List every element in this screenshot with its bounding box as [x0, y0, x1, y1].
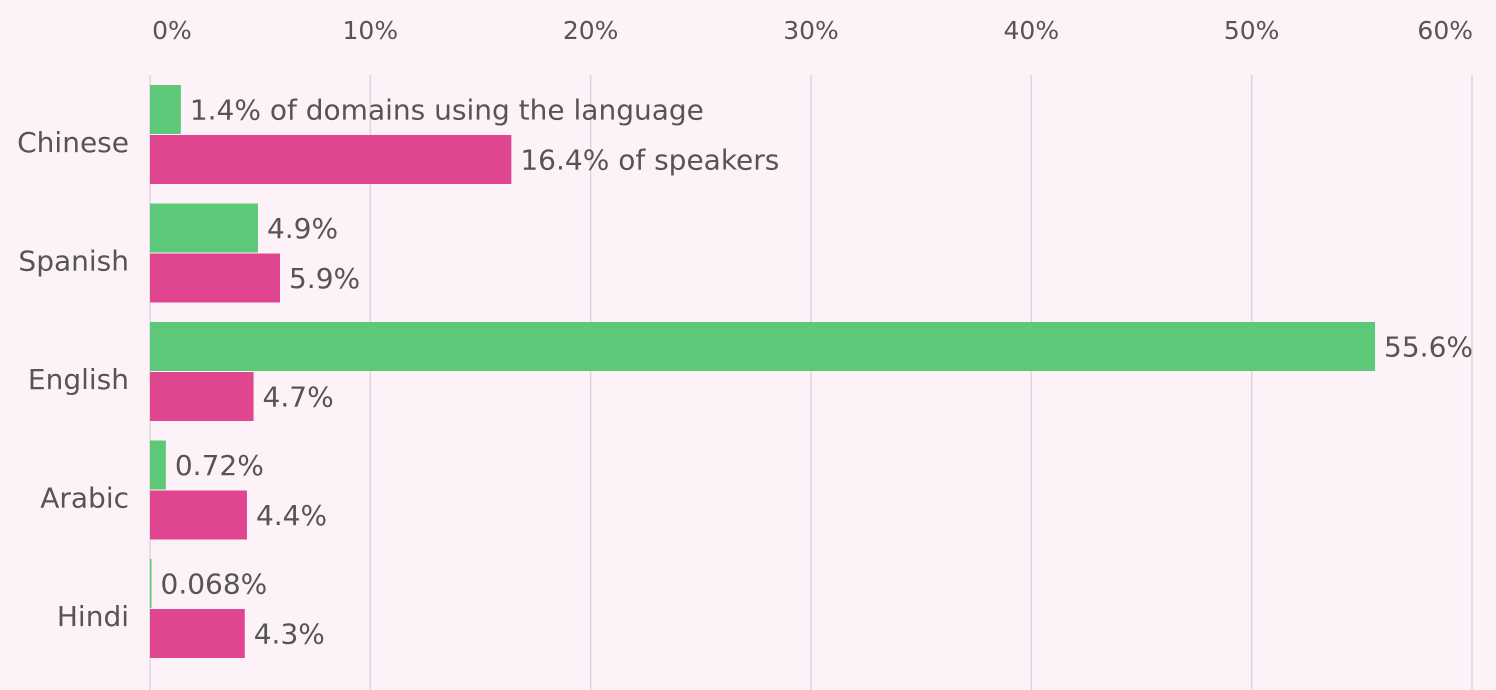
- category-label-arabic: Arabic: [40, 482, 129, 515]
- bars: [150, 85, 1376, 658]
- data-label-arabic-speakers: 4.4%: [256, 499, 327, 532]
- bar-chinese-speakers: [150, 135, 512, 184]
- data-label-spanish-domains: 4.9%: [267, 212, 338, 245]
- bar-english-speakers: [150, 372, 254, 421]
- data-label-arabic-domains: 0.72%: [175, 449, 264, 482]
- bar-hindi-domains: [150, 559, 152, 608]
- category-label-chinese: Chinese: [17, 126, 129, 159]
- data-label-english-speakers: 4.7%: [263, 381, 334, 414]
- category-labels: Chinese Spanish English Arabic Hindi: [17, 126, 129, 633]
- data-label-spanish-speakers: 5.9%: [289, 262, 360, 295]
- x-tick-label-10: 10%: [343, 16, 399, 45]
- bar-arabic-domains: [150, 440, 166, 490]
- data-label-chinese-speakers: 16.4% of speakers: [520, 144, 779, 177]
- bar-spanish-domains: [150, 203, 258, 253]
- x-tick-label-60: 60%: [1417, 16, 1473, 45]
- x-axis-tick-labels: 0% 10% 20% 30% 40% 50% 60%: [152, 16, 1473, 45]
- x-tick-label-30: 30%: [783, 16, 839, 45]
- category-label-spanish: Spanish: [18, 245, 129, 278]
- data-label-english-domains: 55.6%: [1384, 331, 1473, 364]
- data-label-hindi-speakers: 4.3%: [254, 618, 325, 651]
- category-label-english: English: [28, 363, 129, 396]
- bar-chinese-domains: [150, 85, 181, 134]
- x-tick-label-0: 0%: [152, 16, 192, 45]
- bar-english-domains: [150, 322, 1376, 371]
- data-labels: 1.4% of domains using the language 16.4% …: [161, 94, 1474, 651]
- data-label-hindi-domains: 0.068%: [161, 568, 268, 601]
- data-label-chinese-domains: 1.4% of domains using the language: [190, 94, 704, 127]
- bar-spanish-speakers: [150, 253, 280, 303]
- bar-hindi-speakers: [150, 609, 245, 658]
- category-label-hindi: Hindi: [57, 600, 129, 633]
- x-tick-label-50: 50%: [1224, 16, 1280, 45]
- x-tick-label-20: 20%: [563, 16, 619, 45]
- bar-arabic-speakers: [150, 490, 247, 540]
- x-tick-label-40: 40%: [1004, 16, 1060, 45]
